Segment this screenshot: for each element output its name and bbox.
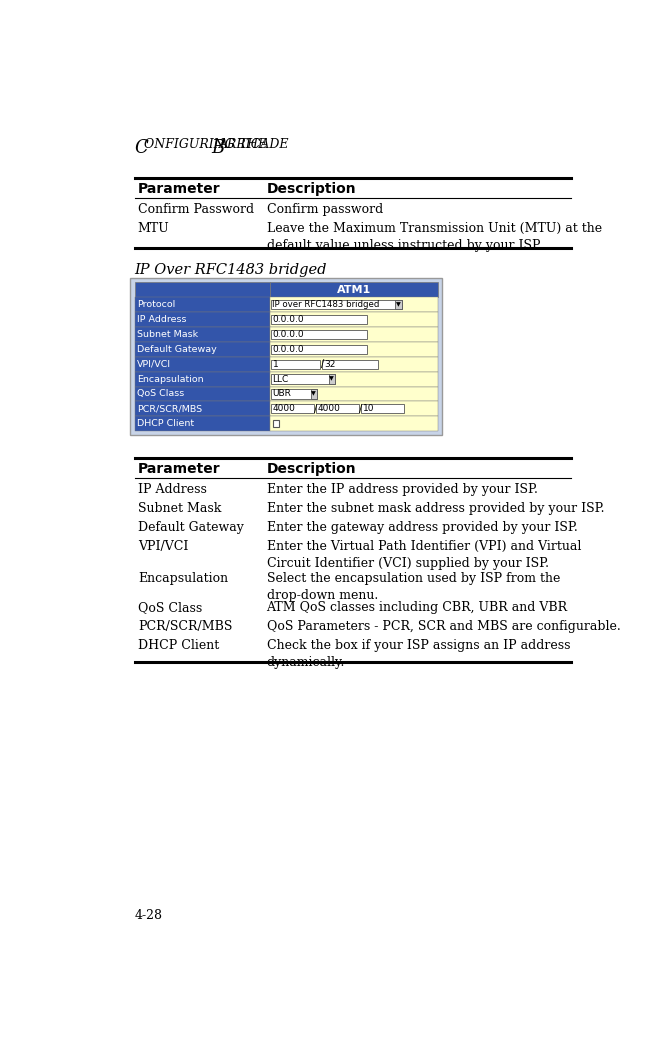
Bar	[134, 417, 270, 431]
Text: UBR: UBR	[272, 389, 291, 399]
Text: /: /	[314, 404, 318, 414]
Text: 0.0.0.0: 0.0.0.0	[272, 330, 304, 339]
Text: Enter the gateway address provided by your ISP.: Enter the gateway address provided by yo…	[266, 521, 577, 534]
Text: Description: Description	[266, 463, 356, 476]
Text: VPI/VCI: VPI/VCI	[138, 540, 188, 553]
Bar	[134, 357, 270, 372]
Bar	[361, 404, 404, 414]
Text: Protocol: Protocol	[137, 300, 176, 309]
Bar	[134, 297, 270, 312]
Bar	[395, 300, 403, 309]
Text: PCR/SCR/MBS: PCR/SCR/MBS	[137, 404, 203, 414]
Text: IP Over RFC1483 bridged: IP Over RFC1483 bridged	[134, 263, 327, 276]
Bar	[270, 342, 438, 357]
Text: Description: Description	[266, 182, 356, 196]
Bar	[270, 297, 438, 312]
Text: /: /	[359, 404, 363, 414]
Bar	[270, 312, 438, 327]
Bar	[270, 417, 438, 431]
Bar	[316, 404, 359, 414]
Text: ATM1: ATM1	[337, 285, 371, 294]
Text: VPI/VCI: VPI/VCI	[137, 360, 171, 369]
Bar	[134, 312, 270, 327]
Bar	[270, 282, 438, 297]
Bar	[270, 327, 438, 342]
Text: Parameter: Parameter	[138, 463, 220, 476]
Text: Default Gateway: Default Gateway	[137, 344, 217, 354]
Text: 10: 10	[363, 404, 374, 414]
Bar	[134, 401, 270, 417]
Text: ARRICADE: ARRICADE	[219, 138, 290, 152]
Bar	[271, 330, 367, 339]
Bar	[271, 375, 335, 383]
Text: MTU: MTU	[138, 222, 169, 235]
Bar	[134, 372, 270, 386]
Text: Encapsulation: Encapsulation	[137, 375, 204, 383]
Text: Default Gateway: Default Gateway	[138, 521, 243, 534]
Bar	[271, 389, 317, 399]
Bar	[131, 277, 442, 436]
Text: IP over RFC1483 bridged: IP over RFC1483 bridged	[272, 300, 380, 309]
Bar	[270, 401, 438, 417]
Text: IP Address: IP Address	[137, 315, 187, 325]
Bar	[271, 359, 320, 369]
Text: QoS Parameters - PCR, SCR and MBS are configurable.: QoS Parameters - PCR, SCR and MBS are co…	[266, 620, 621, 632]
Text: Enter the subnet mask address provided by your ISP.: Enter the subnet mask address provided b…	[266, 503, 604, 515]
Bar	[311, 389, 317, 399]
Bar	[271, 300, 403, 309]
Text: Confirm password: Confirm password	[266, 203, 382, 217]
Bar	[270, 357, 438, 372]
Text: DHCP Client: DHCP Client	[138, 639, 219, 651]
Text: Confirm Password: Confirm Password	[138, 203, 254, 217]
Bar	[134, 342, 270, 357]
Bar	[134, 282, 270, 297]
Text: 0.0.0.0: 0.0.0.0	[272, 344, 304, 354]
Text: PCR/SCR/MBS: PCR/SCR/MBS	[138, 620, 232, 632]
Text: ▼: ▼	[329, 377, 334, 381]
Text: Subnet Mask: Subnet Mask	[137, 330, 199, 339]
Text: Select the encapsulation used by ISP from the
drop-down menu.: Select the encapsulation used by ISP fro…	[266, 573, 560, 602]
Text: 4000: 4000	[318, 404, 340, 414]
Bar	[322, 359, 378, 369]
Text: Encapsulation: Encapsulation	[138, 573, 228, 585]
Text: ONFIGURING THE: ONFIGURING THE	[144, 138, 271, 152]
Bar	[134, 327, 270, 342]
Bar	[329, 375, 335, 383]
Text: ATM QoS classes including CBR, UBR and VBR: ATM QoS classes including CBR, UBR and V…	[266, 601, 567, 614]
Text: 1: 1	[273, 360, 279, 369]
Bar	[270, 372, 438, 386]
Text: Leave the Maximum Transmission Unit (MTU) at the
default value unless instructed: Leave the Maximum Transmission Unit (MTU…	[266, 222, 602, 252]
Bar	[270, 386, 438, 401]
Text: Subnet Mask: Subnet Mask	[138, 503, 221, 515]
Text: QoS Class: QoS Class	[137, 389, 184, 399]
Text: 0.0.0.0: 0.0.0.0	[272, 315, 304, 325]
Text: LLC: LLC	[272, 375, 289, 383]
Text: ▼: ▼	[396, 303, 401, 307]
Text: /: /	[321, 359, 324, 370]
Bar	[271, 404, 314, 414]
Text: IP Address: IP Address	[138, 484, 207, 496]
Text: C: C	[134, 139, 148, 157]
Text: QoS Class: QoS Class	[138, 601, 202, 614]
Text: Parameter: Parameter	[138, 182, 220, 196]
Text: Enter the Virtual Path Identifier (VPI) and Virtual
Circuit Identifier (VCI) sup: Enter the Virtual Path Identifier (VPI) …	[266, 540, 581, 570]
Text: 32: 32	[324, 360, 335, 369]
Text: ▼: ▼	[312, 392, 316, 397]
Bar	[273, 421, 279, 427]
Text: DHCP Client: DHCP Client	[137, 419, 195, 428]
Bar	[271, 315, 367, 325]
Text: 4-28: 4-28	[134, 909, 163, 921]
Text: Check the box if your ISP assigns an IP address
dynamically.: Check the box if your ISP assigns an IP …	[266, 639, 570, 669]
Text: B: B	[211, 139, 224, 157]
Bar	[134, 386, 270, 401]
Bar	[271, 344, 367, 354]
Text: 4000: 4000	[273, 404, 296, 414]
Text: Enter the IP address provided by your ISP.: Enter the IP address provided by your IS…	[266, 484, 537, 496]
